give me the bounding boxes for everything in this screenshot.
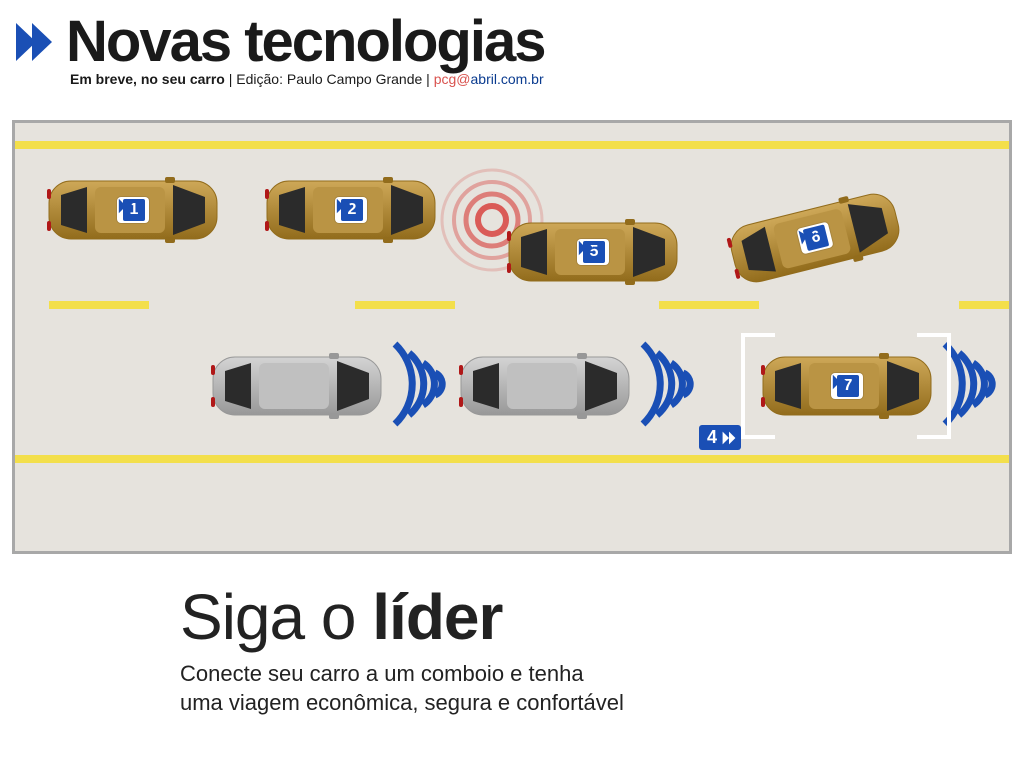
car-badge-7: 7	[831, 373, 863, 399]
subtitle-edition-label: Edição:	[236, 71, 283, 87]
article-lede: Conecte seu carro a um comboio e tenha u…	[180, 660, 940, 717]
car-6: 6	[719, 182, 911, 293]
lane-dash	[959, 301, 1012, 309]
lane-dash	[659, 301, 759, 309]
section-subtitle: Em breve, no seu carro | Edição: Paulo C…	[70, 71, 544, 87]
car-7: 7	[757, 351, 937, 421]
car-5: 5	[503, 217, 683, 287]
car-2: 2	[261, 175, 441, 245]
lane-dash	[355, 301, 455, 309]
road-diagram: 1 2	[12, 120, 1012, 554]
lane-line-top	[15, 141, 1009, 149]
section-header: Novas tecnologias Em breve, no seu carro…	[12, 8, 544, 87]
editor-email: pcg@abril.com.br	[434, 71, 544, 87]
step-badge-4: 4	[699, 425, 741, 450]
chevron-right-icon	[12, 19, 58, 65]
lane-dash	[49, 301, 149, 309]
article-title: Siga o líder	[180, 580, 940, 654]
article-block: Siga o líder Conecte seu carro a um comb…	[180, 580, 940, 717]
subtitle-tagline: Em breve, no seu carro	[70, 71, 225, 87]
car-silver	[455, 351, 635, 421]
subtitle-editor: Paulo Campo Grande	[287, 71, 422, 87]
lane-line-bottom-lane	[15, 455, 1009, 463]
car-badge-2: 2	[335, 197, 367, 223]
car-1: 1	[43, 175, 223, 245]
car-badge-5: 5	[577, 239, 609, 265]
car-badge-1: 1	[117, 197, 149, 223]
section-title: Novas tecnologias	[66, 8, 544, 75]
car-silver	[207, 351, 387, 421]
